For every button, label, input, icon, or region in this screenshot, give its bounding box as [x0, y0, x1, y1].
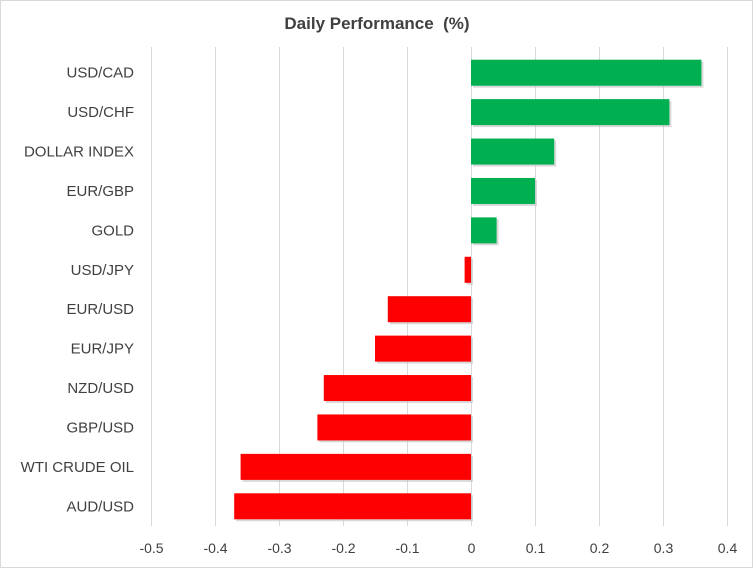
bar-usd-jpy	[464, 256, 471, 283]
category-labels: USD/CAD USD/CHF DOLLAR INDEX EUR/GBP GOLD USD…	[21, 65, 135, 516]
x-tick-label: -0.2	[331, 540, 355, 556]
bar-usd-cad	[471, 59, 702, 86]
bar-gbp-usd	[317, 414, 471, 441]
x-tick-label: -0.5	[139, 540, 163, 556]
x-tick-labels: -0.5 -0.4 -0.3 -0.2 -0.1 0 0.1 0.2 0.3 0.4	[139, 540, 737, 556]
bar-eur-usd	[387, 296, 471, 323]
category-label: USD/CHF	[67, 104, 134, 121]
x-tick-label: -0.1	[395, 540, 419, 556]
bar-eur-gbp	[471, 177, 535, 204]
bar-wti-crude-oil	[240, 453, 471, 480]
category-label: USD/CAD	[66, 65, 134, 82]
x-tick-label: 0.1	[526, 540, 546, 556]
x-tick-label: -0.4	[203, 540, 227, 556]
category-label: GBP/USD	[66, 419, 134, 436]
category-label: GOLD	[91, 222, 134, 239]
x-tick-label: 0.4	[718, 540, 738, 556]
category-label: DOLLAR INDEX	[24, 144, 134, 161]
chart-title: Daily Performance (%)	[284, 14, 469, 33]
bar-gold	[471, 217, 497, 244]
x-tick-label: 0	[468, 540, 476, 556]
bars	[234, 59, 704, 522]
category-label: EUR/GBP	[66, 183, 134, 200]
category-label: NZD/USD	[67, 380, 134, 397]
category-label: AUD/USD	[66, 498, 134, 515]
x-tick-label: -0.3	[267, 540, 291, 556]
x-tick-label: 0.3	[654, 540, 674, 556]
category-label: WTI CRUDE OIL	[21, 459, 134, 476]
category-label: EUR/USD	[66, 301, 134, 318]
bar-nzd-usd	[323, 375, 471, 402]
x-tick-label: 0.2	[590, 540, 610, 556]
bar-aud-usd	[234, 493, 471, 520]
bar-dollar-index	[471, 138, 555, 165]
category-label: EUR/JPY	[71, 341, 134, 358]
bar-usd-chf	[471, 99, 670, 126]
bar-eur-jpy	[375, 335, 471, 362]
category-label: USD/JPY	[71, 262, 134, 279]
